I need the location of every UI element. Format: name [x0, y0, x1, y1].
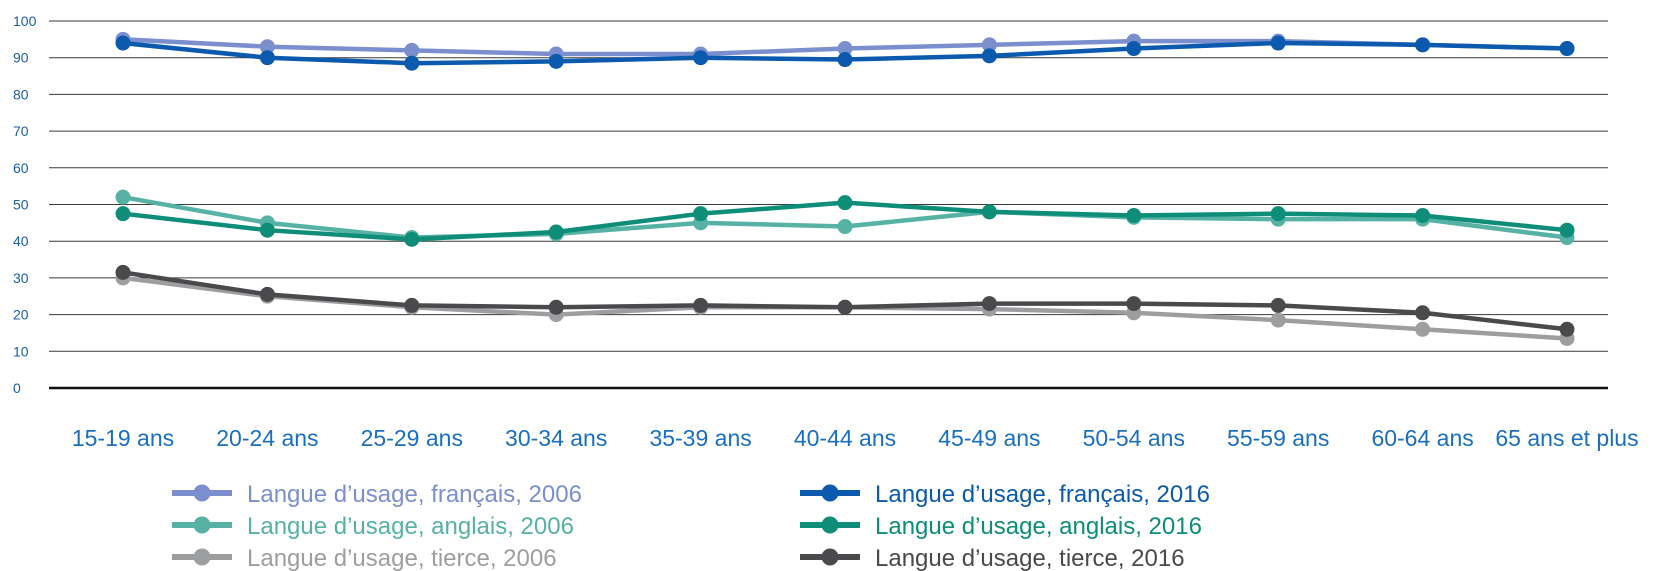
data-point	[1126, 296, 1142, 312]
legend-label: Langue d’usage, anglais, 2016	[875, 513, 1202, 540]
data-point	[259, 50, 275, 66]
data-point	[404, 231, 420, 247]
y-tick-label: 70	[13, 123, 29, 139]
x-tick-label: 45-49 ans	[938, 425, 1040, 451]
x-tick-label: 55-59 ans	[1227, 425, 1329, 451]
x-axis-ticks: 15-19 ans 20-24 ans 25-29 ans 30-34 ans 35-3…	[72, 425, 1639, 451]
data-point	[1270, 297, 1286, 313]
legend-item: Langue d’usage, anglais, 2016	[800, 513, 1202, 540]
data-point	[837, 299, 853, 315]
data-point	[404, 42, 420, 58]
data-point	[1415, 321, 1431, 337]
x-tick-label: 35-39 ans	[649, 425, 751, 451]
data-point	[981, 48, 997, 64]
data-point	[981, 37, 997, 53]
data-point	[693, 297, 709, 313]
data-point	[404, 55, 420, 71]
data-point	[837, 219, 853, 235]
data-point	[693, 206, 709, 222]
x-tick-label: 20-24 ans	[216, 425, 318, 451]
data-point	[1126, 208, 1142, 224]
y-tick-label: 100	[13, 13, 37, 29]
legend-swatch-marker	[193, 548, 211, 566]
data-point	[115, 264, 131, 280]
x-tick-label: 65 ans et plus	[1495, 425, 1638, 451]
data-point	[1559, 222, 1575, 238]
data-point	[1415, 208, 1431, 224]
series	[115, 264, 1575, 337]
data-point	[548, 224, 564, 240]
data-point	[259, 39, 275, 55]
legend-swatch-marker	[821, 484, 839, 502]
series	[115, 195, 1575, 247]
legend: Langue d’usage, français, 2006 Langue d’u…	[172, 481, 1210, 571]
data-point	[981, 296, 997, 312]
data-point	[837, 52, 853, 68]
legend-label: Langue d’usage, tierce, 2016	[875, 545, 1185, 571]
legend-item: Langue d’usage, français, 2016	[800, 481, 1210, 508]
data-point	[1559, 321, 1575, 337]
legend-label: Langue d’usage, français, 2016	[875, 481, 1210, 508]
x-tick-label: 15-19 ans	[72, 425, 174, 451]
y-tick-label: 50	[13, 197, 29, 213]
y-tick-label: 0	[13, 380, 21, 396]
data-point	[1270, 312, 1286, 328]
data-point	[259, 286, 275, 302]
y-tick-label: 40	[13, 233, 29, 249]
data-point	[1415, 37, 1431, 53]
legend-swatch-marker	[193, 516, 211, 534]
y-axis-ticks: 0 10 20 30 40 50 60 70 80 90 100	[13, 13, 37, 396]
data-point	[259, 222, 275, 238]
x-tick-label: 60-64 ans	[1371, 425, 1473, 451]
data-point	[115, 35, 131, 51]
x-tick-label: 40-44 ans	[794, 425, 896, 451]
y-tick-label: 10	[13, 343, 29, 359]
data-point	[1126, 41, 1142, 57]
legend-swatch-marker	[193, 484, 211, 502]
data-point	[115, 189, 131, 205]
series	[115, 35, 1575, 71]
data-point	[837, 195, 853, 211]
data-point	[1270, 206, 1286, 222]
legend-label: Langue d’usage, tierce, 2006	[247, 545, 557, 571]
legend-item: Langue d’usage, tierce, 2006	[172, 545, 557, 571]
x-tick-label: 30-34 ans	[505, 425, 607, 451]
data-point	[693, 50, 709, 66]
data-point	[981, 204, 997, 220]
data-point	[115, 206, 131, 222]
data-point	[548, 53, 564, 69]
data-point	[548, 299, 564, 315]
x-tick-label: 25-29 ans	[361, 425, 463, 451]
y-tick-label: 90	[13, 50, 29, 66]
series-lines	[115, 31, 1575, 346]
legend-swatch-marker	[821, 516, 839, 534]
data-point	[837, 41, 853, 57]
y-tick-label: 80	[13, 86, 29, 102]
legend-item: Langue d’usage, anglais, 2006	[172, 513, 574, 540]
y-tick-label: 30	[13, 270, 29, 286]
x-tick-label: 50-54 ans	[1083, 425, 1185, 451]
legend-item: Langue d’usage, français, 2006	[172, 481, 582, 508]
y-tick-label: 20	[13, 307, 29, 323]
legend-label: Langue d’usage, anglais, 2006	[247, 513, 574, 540]
data-point	[1270, 35, 1286, 51]
y-tick-label: 60	[13, 160, 29, 176]
legend-label: Langue d’usage, français, 2006	[247, 481, 582, 508]
data-point	[1415, 305, 1431, 321]
data-point	[404, 297, 420, 313]
data-point	[1559, 41, 1575, 57]
legend-swatch-marker	[821, 548, 839, 566]
legend-item: Langue d’usage, tierce, 2016	[800, 545, 1185, 571]
